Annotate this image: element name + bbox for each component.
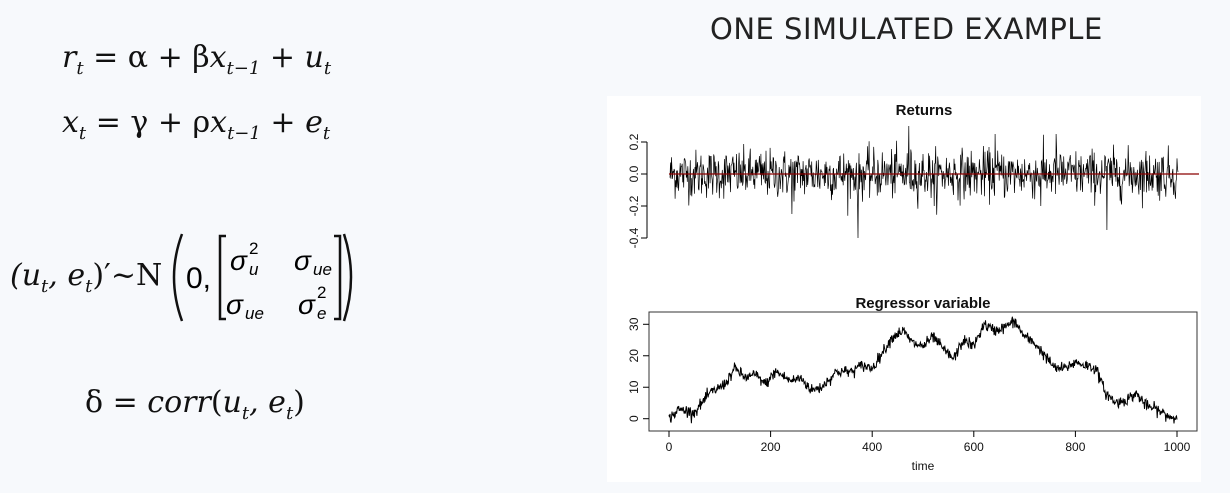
regressor-x-tick-label: 400 [862,440,882,454]
regressor-x-tick-label: 600 [964,440,984,454]
regressor-y-tick-label: 0 [627,415,641,422]
svg-text:2: 2 [317,283,326,302]
regressor-series-line [668,316,1178,424]
regressor-y-tick-label: 30 [627,317,641,331]
covariance-matrix: 0, σ 2 u σ ue σ ue σ 2 e [172,233,353,323]
returns-y-tick-label: 0.0 [627,165,641,182]
regressor-x-tick-label: 800 [1065,440,1085,454]
svg-text:e: e [317,304,326,323]
matrix-entry-21: σ [226,289,244,320]
slide-title: ONE SIMULATED EXAMPLE [710,12,1103,46]
matrix-entry-22: σ [298,289,316,320]
regressor-chart-title: Regressor variable [855,295,990,312]
zero-mean: 0, [186,262,211,295]
returns-y-tick-label: -0.4 [627,227,641,248]
svg-text:2: 2 [249,239,258,258]
returns-series-line [669,125,1179,239]
regressor-plot-frame [648,311,1198,432]
returns-y-tick-label: -0.2 [627,195,641,216]
regressor-x-axis-label: time [912,459,935,473]
equation-distribution: (ut, et)′~N 0, σ 2 u σ ue σ ue σ 2 e [10,230,354,325]
matrix-entry-12: σ [294,245,312,276]
regressor-x-tick-label: 1000 [1164,440,1191,454]
equation-delta: δ = corr(ut, et) [85,385,305,424]
regressor-y-tick-label: 20 [627,349,641,363]
returns-y-tick-label: 0.2 [627,133,641,150]
regressor-y-tick-label: 10 [627,380,641,394]
matrix-entry-11: σ [230,245,248,276]
svg-text:ue: ue [245,304,264,323]
simulation-plots: Returns -0.4 -0.2 0.0 0.2 Regressor variable 0… [607,96,1201,482]
equation-returns: rt = α + βxt−1 + ut [62,40,332,79]
regressor-x-tick-label: 200 [761,440,781,454]
equation-regressor: xt = γ + ρxt−1 + et [62,105,331,144]
returns-chart-title: Returns [896,102,953,119]
charts-svg: Returns -0.4 -0.2 0.0 0.2 Regressor variable 0… [627,102,1199,473]
svg-text:ue: ue [313,260,332,279]
regressor-x-tick-label: 0 [666,440,673,454]
svg-text:u: u [249,260,259,279]
